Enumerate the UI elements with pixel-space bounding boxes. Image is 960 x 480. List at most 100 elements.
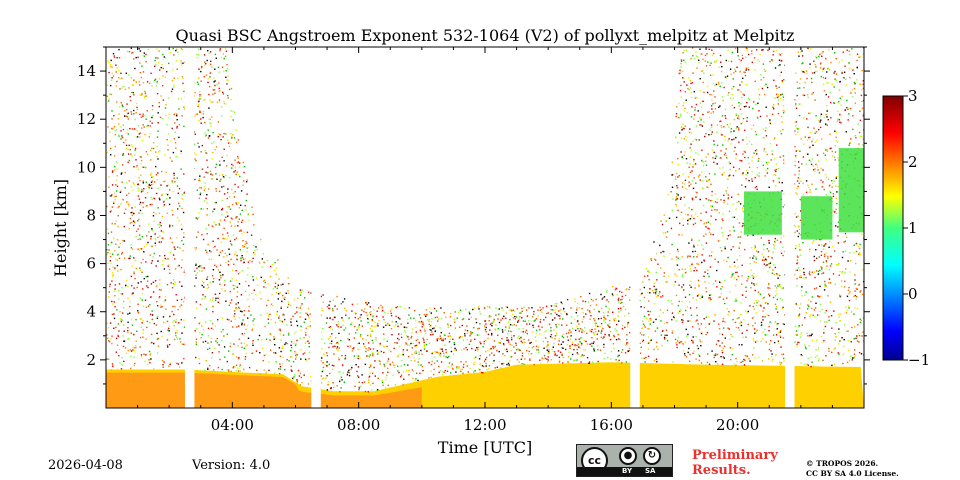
noise-pixel: [237, 161, 240, 163]
noise-pixel: [170, 362, 172, 364]
noise-pixel: [506, 350, 508, 353]
noise-pixel: [407, 322, 409, 324]
noise-pixel: [735, 326, 738, 329]
noise-pixel: [730, 248, 732, 251]
noise-pixel: [117, 368, 119, 371]
noise-pixel: [812, 92, 814, 94]
noise-pixel: [708, 363, 711, 365]
noise-pixel: [373, 308, 375, 311]
noise-pixel: [288, 360, 290, 362]
noise-pixel: [772, 54, 774, 56]
noise-pixel: [762, 338, 764, 340]
noise-pixel: [230, 133, 232, 135]
noise-pixel: [200, 266, 202, 269]
noise-pixel: [807, 335, 809, 337]
noise-pixel: [853, 295, 855, 298]
noise-pixel: [466, 325, 468, 327]
noise-pixel: [735, 208, 737, 210]
noise-pixel: [822, 248, 825, 250]
noise-pixel: [814, 132, 816, 134]
noise-pixel: [755, 299, 757, 302]
noise-pixel: [683, 154, 685, 157]
noise-pixel: [806, 363, 808, 366]
noise-pixel: [214, 53, 217, 56]
noise-pixel: [342, 319, 344, 321]
noise-pixel: [426, 313, 428, 316]
noise-pixel: [747, 323, 749, 326]
noise-pixel: [358, 342, 360, 344]
noise-pixel: [216, 249, 218, 251]
noise-pixel: [168, 365, 170, 367]
noise-pixel: [307, 308, 310, 310]
noise-pixel: [508, 327, 510, 329]
noise-pixel: [859, 321, 862, 324]
noise-pixel: [230, 320, 232, 322]
noise-pixel: [505, 312, 508, 314]
noise-pixel: [204, 369, 206, 371]
noise-pixel: [755, 258, 757, 260]
noise-pixel: [400, 323, 402, 325]
noise-pixel: [339, 391, 341, 393]
noise-pixel: [262, 360, 264, 362]
noise-pixel: [336, 346, 339, 348]
noise-pixel: [721, 333, 724, 336]
noise-pixel: [115, 85, 117, 87]
noise-pixel: [233, 263, 235, 265]
noise-pixel: [840, 295, 842, 297]
noise-pixel: [583, 348, 585, 351]
noise-pixel: [119, 242, 122, 245]
noise-pixel: [113, 192, 116, 195]
noise-pixel: [755, 149, 758, 151]
noise-pixel: [320, 295, 322, 298]
noise-pixel: [859, 83, 861, 85]
noise-pixel: [211, 66, 213, 68]
noise-pixel: [225, 262, 227, 264]
noise-pixel: [684, 91, 686, 93]
noise-pixel: [362, 338, 364, 340]
noise-pixel: [143, 353, 145, 355]
noise-pixel: [130, 211, 132, 214]
noise-pixel: [211, 323, 214, 325]
noise-pixel: [755, 49, 758, 51]
noise-pixel: [842, 353, 844, 356]
noise-pixel: [131, 52, 133, 54]
noise-pixel: [133, 109, 135, 112]
noise-pixel: [518, 361, 520, 363]
noise-pixel: [748, 162, 750, 165]
noise-pixel: [344, 354, 347, 357]
noise-pixel: [170, 252, 172, 254]
noise-pixel: [139, 247, 141, 250]
noise-pixel: [426, 338, 428, 341]
noise-pixel: [445, 316, 447, 318]
noise-pixel: [675, 256, 678, 258]
noise-pixel: [572, 327, 574, 330]
noise-pixel: [106, 84, 109, 86]
noise-pixel: [836, 212, 838, 215]
noise-pixel: [141, 322, 143, 324]
noise-pixel: [269, 265, 272, 268]
noise-pixel: [655, 271, 657, 274]
noise-pixel: [487, 350, 489, 352]
noise-pixel: [176, 125, 178, 128]
noise-pixel: [673, 317, 675, 319]
noise-pixel: [177, 308, 179, 311]
noise-pixel: [711, 251, 713, 253]
noise-pixel: [271, 294, 273, 296]
noise-pixel: [814, 64, 816, 66]
noise-pixel: [404, 326, 406, 329]
noise-pixel: [729, 234, 731, 236]
noise-pixel: [131, 221, 133, 224]
noise-pixel: [678, 116, 680, 119]
noise-pixel: [745, 47, 748, 49]
noise-pixel: [750, 287, 752, 289]
noise-pixel: [735, 157, 737, 160]
noise-pixel: [155, 57, 157, 59]
noise-pixel: [537, 315, 539, 317]
noise-pixel: [339, 371, 341, 373]
noise-pixel: [237, 186, 239, 188]
noise-pixel: [298, 375, 301, 377]
noise-pixel: [290, 365, 292, 368]
noise-pixel: [238, 218, 240, 220]
noise-pixel: [526, 349, 528, 352]
noise-pixel: [260, 238, 262, 241]
